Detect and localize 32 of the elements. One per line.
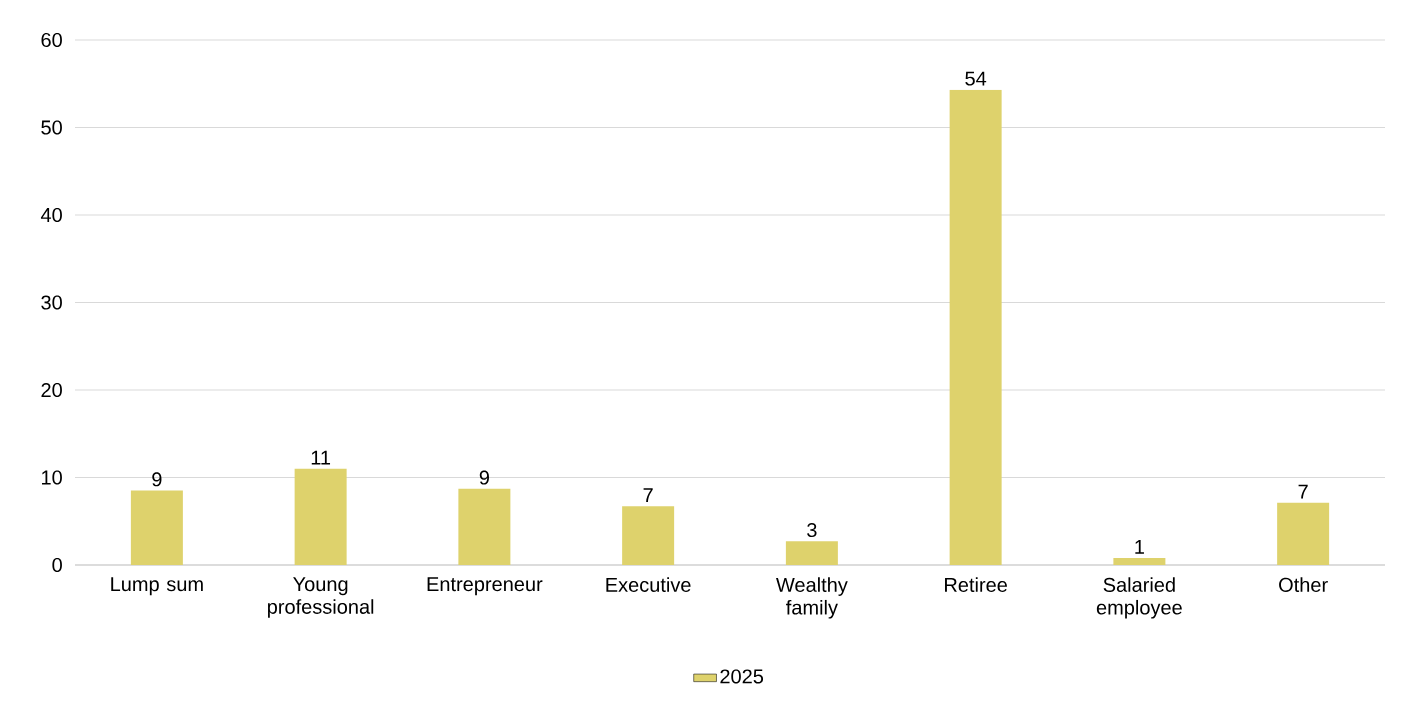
y-tick-label: 20: [41, 382, 62, 398]
bar: [458, 488, 511, 565]
data-label: 11: [311, 450, 331, 465]
y-tick-label: 30: [41, 295, 62, 310]
y-tick-label: 50: [41, 120, 62, 135]
data-label: 7: [643, 488, 653, 503]
bar: [130, 490, 183, 565]
bar: [622, 506, 675, 565]
data-label: 9: [152, 472, 162, 487]
x-tick-label: Young professional: [268, 577, 374, 618]
data-label: 7: [1298, 484, 1308, 499]
x-tick-label: Lump sum: [111, 577, 203, 596]
bar: [785, 541, 838, 565]
bar: [1277, 502, 1330, 565]
data-label: 9: [479, 470, 489, 485]
bar: [949, 89, 1002, 565]
y-tick-label: 10: [42, 470, 62, 485]
data-label: 3: [807, 522, 817, 538]
y-tick-label: 0: [52, 557, 62, 573]
data-label: 1: [1135, 539, 1144, 554]
legend-label: 2025: [720, 669, 764, 684]
x-tick-label: Salaried employee: [1096, 577, 1182, 619]
bar: [294, 468, 347, 565]
x-tick-label: Other: [1279, 577, 1328, 592]
y-tick-label: 40: [40, 207, 62, 223]
x-tick-label: Wealthy family: [776, 577, 848, 619]
x-tick-label: Executive: [606, 577, 691, 592]
x-tick-label: Entrepreneur: [427, 577, 543, 596]
x-tick-label: Retiree: [945, 577, 1007, 592]
data-label: 54: [965, 71, 987, 86]
bar: [1113, 558, 1166, 565]
y-tick-label: 60: [41, 32, 62, 48]
